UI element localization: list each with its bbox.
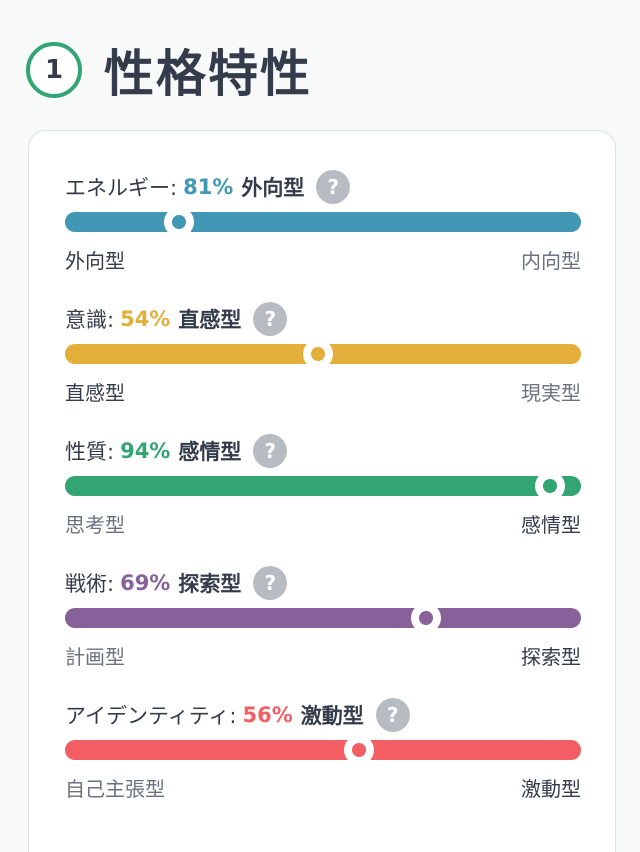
trait-mind: 意識: 54% 直感型 ? 直感型 現実型 [65,263,581,405]
trait-heading: エネルギー: 81% 外向型 ? [65,169,351,205]
question-icon[interactable]: ? [375,698,410,732]
knob-center [419,611,434,625]
knob-center [543,479,558,493]
question-icon[interactable]: ? [253,302,288,336]
traits-card: エネルギー: 81% 外向型 ? 外向型 内向型 意識: 54% 直感型 ? 直… [28,130,616,852]
section-number-badge: 1 [26,42,82,98]
section-title: 性格特性 [104,45,312,103]
trait-right-label: 内向型 [521,249,581,273]
trait-type: 直感型 [178,308,242,332]
trait-left-label: 外向型 [65,249,125,273]
trait-bar [65,339,581,369]
knob-center [352,743,367,757]
trait-bar [65,603,581,633]
trait-bar-knob [411,603,442,633]
trait-bar-knob [163,207,194,237]
trait-type: 激動型 [300,704,364,728]
trait-left-label: 思考型 [65,513,125,537]
trait-left-label: 自己主張型 [65,777,165,801]
question-icon[interactable]: ? [316,170,351,204]
trait-heading: 性質: 94% 感情型 ? [65,433,288,469]
trait-bar [65,471,581,501]
trait-type: 外向型 [241,176,305,200]
trait-bar-knob [302,339,333,369]
trait-percentage: 56% [242,703,293,727]
trait-percentage: 94% [120,439,171,463]
trait-bar [65,207,581,237]
trait-name: 意識: [65,308,115,332]
trait-type: 探索型 [178,572,242,596]
trait-right-label: 感情型 [521,513,581,537]
trait-bar-knob [535,471,566,501]
trait-bar [65,735,581,765]
trait-heading: 戦術: 69% 探索型 ? [65,565,288,601]
trait-right-label: 現実型 [521,381,581,405]
trait-heading: アイデンティティ: 56% 激動型 ? [65,697,410,733]
trait-left-label: 計画型 [65,645,125,669]
trait-identity: アイデンティティ: 56% 激動型 ? 自己主張型 激動型 [65,659,581,801]
trait-left-label: 直感型 [65,381,125,405]
trait-percentage: 54% [120,307,171,331]
trait-right-label: 探索型 [521,645,581,669]
question-icon[interactable]: ? [253,434,288,468]
knob-center [171,215,186,229]
trait-type: 感情型 [178,440,242,464]
trait-name: アイデンティティ: [65,704,237,728]
question-icon[interactable]: ? [253,566,288,600]
trait-name: エネルギー: [65,176,178,200]
trait-bar-knob [344,735,375,765]
trait-percentage: 69% [120,571,171,595]
trait-nature: 性質: 94% 感情型 ? 思考型 感情型 [65,395,581,537]
trait-percentage: 81% [183,175,234,199]
trait-tactics: 戦術: 69% 探索型 ? 計画型 探索型 [65,527,581,669]
trait-energy: エネルギー: 81% 外向型 ? 外向型 内向型 [65,131,581,273]
trait-name: 性質: [65,440,115,464]
trait-heading: 意識: 54% 直感型 ? [65,301,288,337]
trait-name: 戦術: [65,572,115,596]
trait-right-label: 激動型 [521,777,581,801]
knob-center [310,347,325,361]
section-header: 1 性格特性 [26,30,312,110]
